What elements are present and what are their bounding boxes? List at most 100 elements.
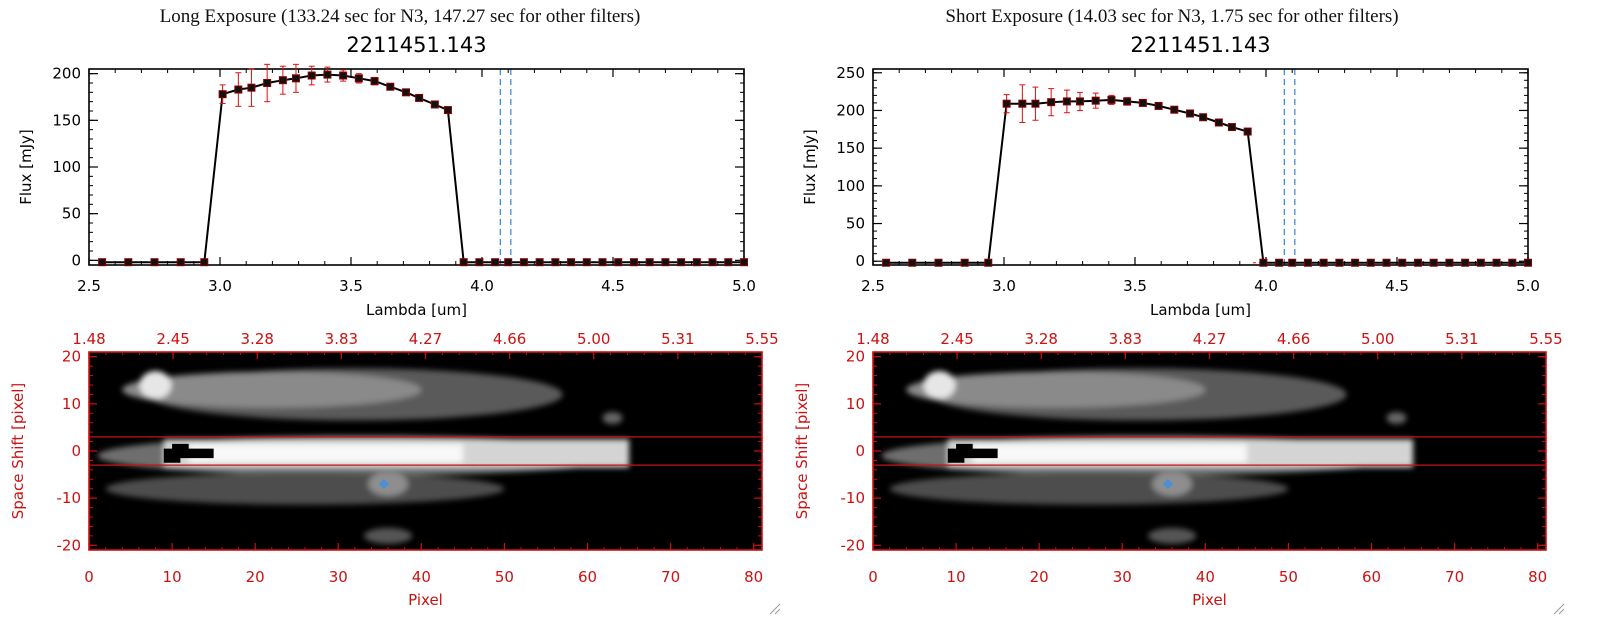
y-tick-label: 10	[846, 395, 865, 413]
source-marker-ring	[380, 480, 388, 488]
resize-grip-icon	[1553, 603, 1565, 615]
y-tick-label: 250	[836, 64, 865, 82]
y-tick-label: 150	[836, 139, 865, 157]
upper-band-core	[906, 371, 1206, 408]
data-point	[1243, 127, 1252, 136]
data-point	[200, 258, 209, 267]
bottom-knot	[364, 527, 413, 544]
data-point	[882, 258, 891, 267]
data-point	[629, 258, 638, 267]
data-point	[263, 79, 272, 87]
data-point	[1335, 258, 1344, 267]
data-point	[1319, 258, 1328, 267]
upper-knot	[923, 371, 956, 399]
y-tick-label: 20	[62, 348, 81, 366]
resize-grip-icon	[769, 603, 781, 615]
data-point	[1275, 258, 1284, 267]
x-tick-label: 20	[1030, 568, 1049, 586]
data-point	[98, 258, 107, 267]
data-point	[443, 106, 452, 115]
image-pixels	[89, 352, 762, 550]
y-tick-label: 200	[52, 65, 81, 83]
data-point	[1002, 99, 1011, 108]
data-point	[692, 258, 701, 267]
data-point	[1429, 258, 1438, 267]
y-axis-label: Space Shift [pixel]	[9, 383, 27, 520]
faint-knot	[1386, 412, 1407, 424]
data-point	[1382, 258, 1391, 267]
y-tick-label: 10	[62, 395, 81, 413]
x-tick-label: 10	[163, 568, 182, 586]
top-tick-label: 2.45	[940, 330, 973, 348]
x-axis-label: Pixel	[408, 591, 443, 609]
top-tick-label: 5.31	[661, 330, 694, 348]
data-point	[1288, 258, 1297, 267]
data-point	[1031, 99, 1040, 108]
panel-header: Long Exposure (133.24 sec for N3, 147.27…	[160, 6, 641, 27]
x-tick-label: 40	[1196, 568, 1215, 586]
data-point	[491, 258, 500, 267]
panel-header: Short Exposure (14.03 sec for N3, 1.75 s…	[945, 6, 1398, 27]
data-point	[430, 100, 439, 109]
data-point	[1047, 98, 1056, 107]
data-point	[567, 258, 576, 267]
data-point	[1075, 97, 1084, 106]
data-point	[645, 258, 654, 267]
y-tick-label: 0	[855, 252, 865, 270]
top-tick-label: 2.45	[156, 330, 189, 348]
top-tick-label: 3.83	[1109, 330, 1142, 348]
plot-frame	[872, 68, 1529, 266]
data-point	[1018, 99, 1027, 108]
x-tick-label: 70	[661, 568, 680, 586]
y-tick-label: 0	[855, 442, 865, 460]
data-point	[960, 258, 969, 267]
x-tick-label: 10	[947, 568, 966, 586]
y-tick-label: 50	[62, 205, 81, 223]
y-tick-label: 0	[71, 251, 81, 269]
y-tick-label: 150	[52, 111, 81, 129]
top-tick-label: 4.27	[1193, 330, 1226, 348]
x-tick-label: 4.5	[601, 277, 625, 295]
data-point	[1227, 123, 1236, 132]
data-point	[677, 258, 686, 267]
data-point	[218, 90, 227, 99]
y-tick-label: -20	[57, 536, 82, 554]
data-point	[415, 93, 424, 102]
plot-title: 2211451.143	[346, 33, 486, 57]
data-point	[150, 258, 159, 267]
image-emission	[881, 368, 1414, 544]
top-tick-label: 5.31	[1445, 330, 1478, 348]
x-tick-label: 5.0	[1516, 277, 1540, 295]
data-point	[386, 82, 395, 91]
data-point	[519, 258, 528, 267]
y-tick-label: 100	[52, 158, 81, 176]
upper-band-core	[122, 371, 422, 408]
top-tick-label: 5.55	[745, 330, 778, 348]
x-tick-label: 3.5	[339, 277, 363, 295]
data-point	[661, 258, 670, 267]
top-tick-label: 4.66	[493, 330, 526, 348]
y-tick-label: 20	[846, 348, 865, 366]
data-point	[291, 74, 300, 83]
top-tick-label: 4.27	[409, 330, 442, 348]
data-point	[908, 258, 917, 267]
data-point	[1524, 258, 1532, 267]
data-point	[740, 258, 748, 267]
data-point	[724, 258, 733, 267]
top-tick-label: 3.28	[241, 330, 274, 348]
data-point	[1303, 258, 1312, 267]
x-tick-label: 4.0	[1254, 277, 1278, 295]
plot-title: 2211451.143	[1130, 33, 1270, 57]
y-tick-label: -10	[841, 489, 866, 507]
x-tick-label: 80	[1528, 568, 1547, 586]
x-tick-label: 40	[412, 568, 431, 586]
data-point	[234, 85, 243, 94]
data-point	[535, 258, 544, 267]
data-point	[1107, 95, 1116, 104]
x-tick-label: 0	[84, 568, 94, 586]
spectral-image: 0 10 20 30 40 50 60 70 80 1.48 2.45 3.28 3.83 4.27 4.6…	[793, 330, 1565, 615]
spectrum-plot: 2211451.143 2.5 3.0 3.5 4.0 4.5 5.0 0 50 100 150 20…	[801, 33, 1540, 319]
data-point	[984, 258, 993, 267]
data-point	[1508, 258, 1517, 267]
data-point	[176, 258, 185, 267]
